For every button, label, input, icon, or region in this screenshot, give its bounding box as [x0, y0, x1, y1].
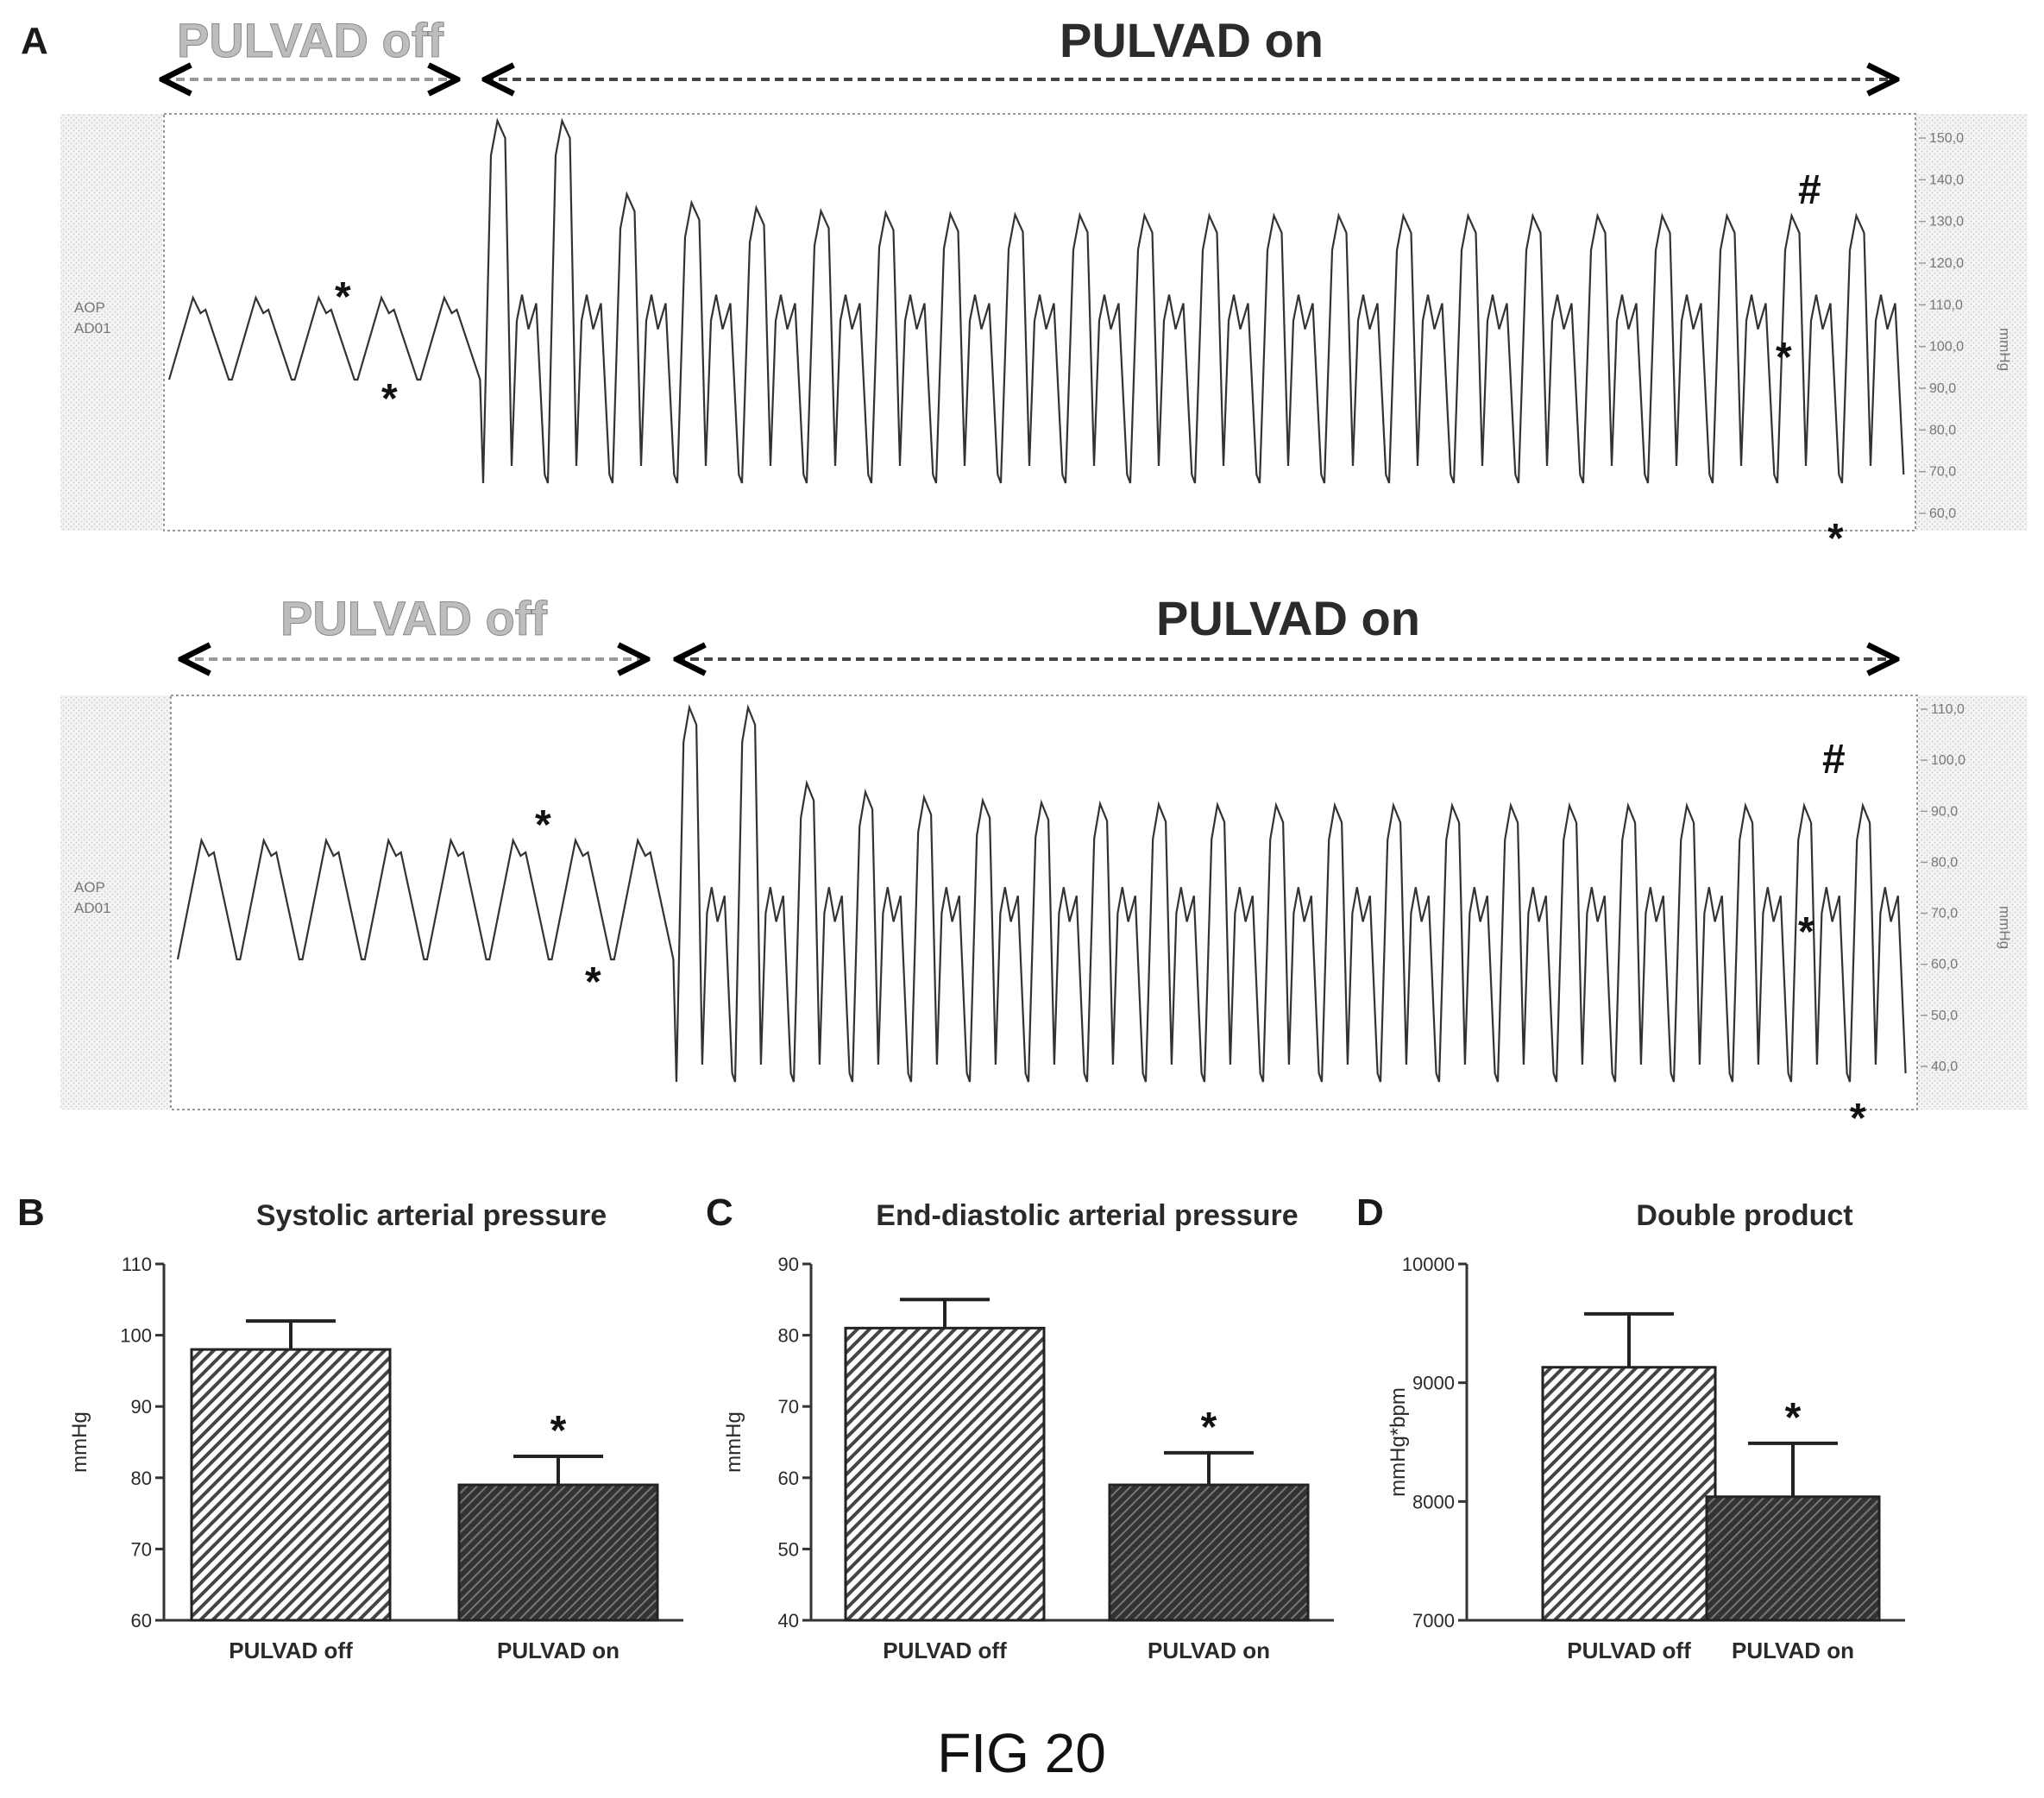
- panel-letter: D: [1356, 1191, 1384, 1234]
- y-tick-label: 110: [122, 1254, 152, 1275]
- y-tick-label: 9000: [1412, 1373, 1455, 1394]
- trace-2-marker-on-min: *: [1850, 1096, 1866, 1141]
- bar: [844, 1326, 1046, 1622]
- y-tick-label: 100: [120, 1325, 152, 1347]
- trace-1-waveform: [167, 117, 1905, 484]
- y-tick-label: 50: [778, 1538, 799, 1560]
- category-label: PULVAD off: [883, 1638, 1007, 1663]
- trace-1-channel-label-1: AOP: [74, 299, 105, 316]
- trace-2-marker-systolic: *: [535, 802, 551, 848]
- trace-2-y-ticks: 110,0 100,0 90,0 80,0 70,0 60,0 50,0 40,0: [1921, 702, 1965, 1074]
- trace-tick-label: 90,0: [1929, 381, 1956, 396]
- trace-2-marker-diastolic: *: [585, 959, 601, 1005]
- trace-tick-label: 80,0: [1929, 423, 1956, 437]
- bar: [457, 1483, 659, 1622]
- trace-tick-label: 130,0: [1929, 215, 1964, 229]
- significance-marker: *: [1201, 1405, 1217, 1450]
- significance-marker: *: [550, 1408, 567, 1454]
- trace-2: PULVAD off PULVAD on AOP AD01 mmHg 110,0…: [60, 591, 2028, 1141]
- y-tick-label: 60: [131, 1610, 152, 1631]
- y-tick-label: 80: [131, 1468, 152, 1489]
- trace-2-on-label: PULVAD on: [1156, 591, 1420, 645]
- y-tick-label: 70: [131, 1538, 152, 1560]
- bar: [1108, 1483, 1310, 1622]
- trace-1-marker-on-diastolic: *: [1776, 335, 1792, 380]
- category-label: PULVAD on: [1148, 1638, 1270, 1663]
- y-axis-label: mmHg: [722, 1411, 745, 1473]
- trace-tick-label: 80,0: [1931, 855, 1958, 870]
- y-tick-label: 8000: [1412, 1491, 1455, 1512]
- bar: [1541, 1366, 1717, 1622]
- significance-marker: *: [1785, 1395, 1802, 1441]
- trace-tick-label: 140,0: [1929, 173, 1964, 187]
- trace-2-marker-hash: #: [1822, 737, 1846, 783]
- trace-1-on-label: PULVAD on: [1060, 13, 1324, 67]
- trace-1-off-label: PULVAD off: [177, 13, 443, 67]
- chart-title: Systolic arterial pressure: [256, 1199, 607, 1232]
- category-label: PULVAD off: [1567, 1638, 1691, 1663]
- trace-1: PULVAD off PULVAD on AOP AD01 mmHg 150,0…: [60, 13, 2028, 562]
- bar-chart-c: C End-diastolic arterial pressure 40 50 60 70…: [706, 1191, 1334, 1663]
- trace-tick-label: 60,0: [1931, 958, 1958, 972]
- trace-tick-label: 100,0: [1931, 753, 1965, 768]
- y-axis-label: mmHg*bpm: [1387, 1387, 1410, 1497]
- panel-letter: B: [17, 1191, 45, 1234]
- trace-1-marker-diastolic: *: [381, 376, 398, 422]
- category-label: PULVAD on: [1732, 1638, 1854, 1663]
- trace-tick-label: 90,0: [1931, 804, 1958, 819]
- panel-letter: C: [706, 1191, 733, 1234]
- trace-1-left-strip: [60, 114, 162, 531]
- trace-2-off-label: PULVAD off: [280, 591, 547, 645]
- y-tick-label: 7000: [1412, 1610, 1455, 1631]
- trace-2-right-strip: [1917, 695, 2028, 1110]
- trace-tick-label: 110,0: [1931, 702, 1965, 717]
- bar: [1705, 1495, 1881, 1622]
- trace-1-marker-hash: #: [1798, 167, 1821, 213]
- trace-tick-label: 120,0: [1929, 256, 1964, 271]
- trace-2-channel-label-1: AOP: [74, 879, 105, 896]
- trace-2-left-strip: [60, 695, 171, 1110]
- category-label: PULVAD off: [229, 1638, 353, 1663]
- trace-1-unit-label: mmHg: [1997, 328, 2013, 371]
- trace-1-channel-label-2: AD01: [74, 320, 111, 336]
- y-tick-label: 80: [778, 1325, 799, 1347]
- trace-tick-label: 50,0: [1931, 1009, 1958, 1023]
- chart-title: Double product: [1636, 1199, 1852, 1232]
- bar-chart-d: D Double product 7000 8000 9000 10000 mmHg*bpm…: [1356, 1191, 1905, 1663]
- trace-2-waveform: [176, 703, 1907, 1083]
- trace-tick-label: 110,0: [1929, 298, 1963, 312]
- trace-2-unit-label: mmHg: [1997, 906, 2013, 949]
- trace-2-plot-frame: [170, 695, 1918, 1110]
- y-tick-label: 10000: [1402, 1254, 1455, 1275]
- y-tick-label: 40: [778, 1610, 799, 1631]
- bar-charts: B Systolic arterial pressure 60 70 80 90 100 11…: [17, 1191, 1905, 1663]
- bar-chart-b: B Systolic arterial pressure 60 70 80 90 100 11…: [17, 1191, 683, 1663]
- y-tick-label: 70: [778, 1396, 799, 1418]
- trace-tick-label: 70,0: [1931, 907, 1958, 921]
- trace-tick-label: 40,0: [1931, 1059, 1958, 1074]
- trace-tick-label: 100,0: [1929, 340, 1964, 355]
- trace-2-channel-label-2: AD01: [74, 900, 111, 916]
- trace-1-marker-on-min: *: [1827, 516, 1844, 562]
- panel-a-letter: A: [21, 20, 48, 62]
- trace-1-marker-systolic: *: [335, 274, 351, 320]
- chart-title: End-diastolic arterial pressure: [876, 1199, 1298, 1232]
- trace-1-right-strip: [1915, 114, 2028, 531]
- category-label: PULVAD on: [497, 1638, 619, 1663]
- trace-1-y-ticks: 150,0 140,0 130,0 120,0 110,0 100,0 90,0 80,0 70…: [1919, 131, 1964, 521]
- trace-1-plot-frame: [163, 113, 1916, 531]
- y-tick-label: 90: [131, 1396, 152, 1418]
- figure-caption: FIG 20: [937, 1722, 1106, 1784]
- trace-tick-label: 60,0: [1929, 506, 1956, 521]
- y-tick-label: 60: [778, 1468, 799, 1489]
- y-tick-label: 90: [778, 1254, 799, 1275]
- bar: [190, 1348, 392, 1622]
- trace-tick-label: 70,0: [1929, 465, 1956, 480]
- trace-2-marker-on-diastolic: *: [1798, 909, 1814, 955]
- trace-tick-label: 150,0: [1929, 131, 1964, 146]
- y-axis-label: mmHg: [68, 1411, 91, 1473]
